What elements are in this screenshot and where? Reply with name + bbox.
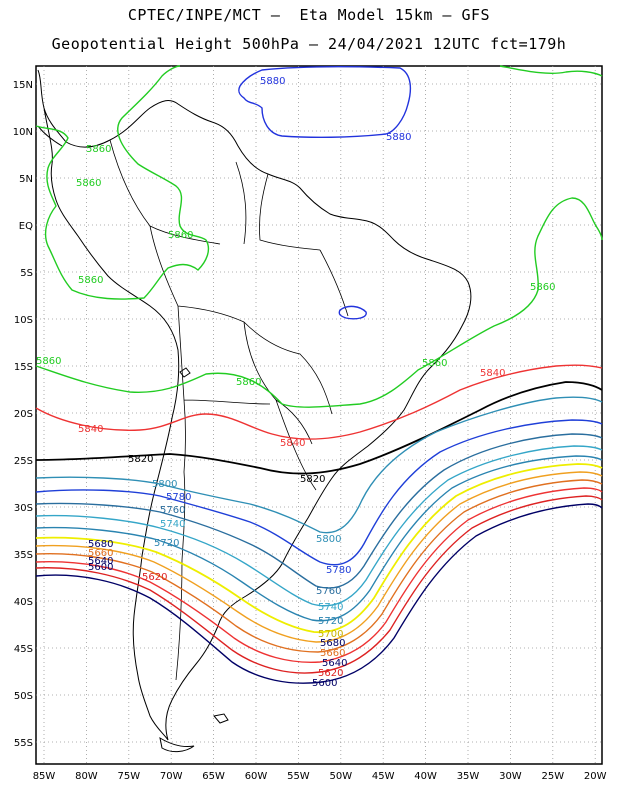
- contour-5680: [35, 471, 603, 643]
- latitude-label: 15S: [14, 362, 33, 373]
- contour-5720: [35, 455, 603, 622]
- contour-label: 5880: [260, 76, 285, 87]
- contour-label: 5860: [76, 178, 101, 189]
- contour-label: 5840: [480, 368, 505, 379]
- contour-label: 5800: [152, 479, 177, 490]
- contour-label: 5860: [236, 377, 261, 388]
- contour-5660: [35, 479, 603, 653]
- tierra-del-fuego: [159, 736, 195, 753]
- contour-label: 5760: [316, 586, 341, 597]
- central-america-coastline: [37, 69, 63, 147]
- latitude-label: 5N: [19, 174, 33, 185]
- longitude-label: 75W: [117, 771, 140, 782]
- contour-labels: 5880 5880 5860 5860 5860 5860 5860 5860 …: [36, 76, 555, 689]
- contour-5600: [35, 503, 603, 684]
- map-frame: [35, 65, 603, 765]
- longitude-label: 45W: [372, 771, 395, 782]
- latitude-label: 40S: [14, 597, 33, 608]
- contour-5860-atlantic-north: [499, 65, 603, 77]
- contour-label: 5640: [322, 658, 347, 669]
- lake-titicaca: [179, 367, 191, 378]
- contour-label: 5720: [318, 616, 343, 627]
- longitude-label: 60W: [245, 771, 268, 782]
- longitude-labels: 85W 80W 75W 70W 65W 60W 55W 50W 45W 40W 35W 30W 25W 2…: [33, 771, 607, 782]
- longitude-label: 50W: [329, 771, 352, 782]
- latitude-label: 45S: [14, 644, 33, 655]
- latitude-label: 30S: [14, 503, 33, 514]
- contour-label: 5840: [78, 424, 103, 435]
- contour-label: 5620: [318, 668, 343, 679]
- contour-label: 5780: [166, 492, 191, 503]
- coastlines: [37, 69, 472, 753]
- longitude-label: 55W: [287, 771, 310, 782]
- contour-label: 5600: [88, 562, 113, 573]
- longitude-label: 70W: [160, 771, 183, 782]
- latitude-label: 10S: [14, 315, 33, 326]
- contour-5740: [35, 445, 603, 607]
- contour-5620: [35, 495, 603, 674]
- contour-label: 5660: [320, 648, 345, 659]
- latitude-label: 50S: [14, 691, 33, 702]
- contour-label: 5820: [128, 454, 153, 465]
- contour-label: 5860: [422, 358, 447, 369]
- contour-label: 5860: [78, 275, 103, 286]
- contour-label: 5700: [318, 629, 343, 640]
- latitude-label: 15N: [13, 80, 33, 91]
- contour-label: 5680: [88, 539, 113, 550]
- latitude-label: 10N: [13, 127, 33, 138]
- contour-5640: [35, 487, 603, 663]
- contour-label: 5660: [88, 548, 113, 559]
- contour-label: 5740: [318, 602, 343, 613]
- contour-label: 5880: [386, 132, 411, 143]
- falklands: [213, 713, 229, 724]
- contour-5780: [35, 419, 603, 566]
- south-america-coastline: [43, 100, 472, 741]
- latitude-label: 5S: [20, 268, 33, 279]
- latitude-label: 55S: [14, 738, 33, 749]
- contour-label: 5740: [160, 519, 185, 530]
- contour-5700: [35, 463, 603, 633]
- longitude-label: 65W: [202, 771, 225, 782]
- longitude-label: 85W: [33, 771, 56, 782]
- contour-label: 5820: [300, 474, 325, 485]
- contour-label: 5860: [36, 356, 61, 367]
- longitude-label: 35W: [457, 771, 480, 782]
- latitude-label: 25S: [14, 456, 33, 467]
- contour-5840: [35, 364, 603, 440]
- contour-label: 5640: [88, 556, 113, 567]
- contour-label: 5620: [142, 572, 167, 583]
- contour-label: 5860: [168, 230, 193, 241]
- contour-5880-north: [238, 65, 412, 138]
- map-title-line-2: Geopotential Height 500hPa – 24/04/2021 …: [51, 35, 567, 53]
- contour-label: 5780: [326, 565, 351, 576]
- contour-label: 5860: [530, 282, 555, 293]
- longitude-label: 30W: [499, 771, 522, 782]
- contour-label: 5860: [86, 144, 111, 155]
- contours: [35, 65, 603, 684]
- contour-5880-brazil: [338, 305, 367, 320]
- longitude-label: 40W: [414, 771, 437, 782]
- contour-label: 5720: [154, 538, 179, 549]
- latitude-label: 20S: [14, 409, 33, 420]
- longitude-label: 80W: [75, 771, 98, 782]
- latitude-label: EQ: [19, 221, 33, 232]
- contour-label: 5800: [316, 534, 341, 545]
- contour-5860-north: [35, 65, 210, 300]
- country-borders: [109, 139, 349, 681]
- contour-5760: [35, 433, 603, 589]
- latitude-labels: 15N 10N 5N EQ 5S 10S 15S 20S 25S 30S 35S 40S 45S 50S 5…: [13, 80, 33, 749]
- contour-label: 5760: [160, 505, 185, 516]
- contour-label: 5680: [320, 638, 345, 649]
- contour-label: 5600: [312, 678, 337, 689]
- contour-5820: [35, 381, 603, 475]
- contour-5800: [35, 396, 603, 534]
- longitude-label: 25W: [541, 771, 564, 782]
- contour-5860-main: [35, 197, 603, 408]
- latitude-label: 35S: [14, 550, 33, 561]
- map-title-line-1: CPTEC/INPE/MCT – Eta Model 15km – GFS: [127, 6, 491, 24]
- longitude-label: 20W: [584, 771, 607, 782]
- contour-label: 5840: [280, 438, 305, 449]
